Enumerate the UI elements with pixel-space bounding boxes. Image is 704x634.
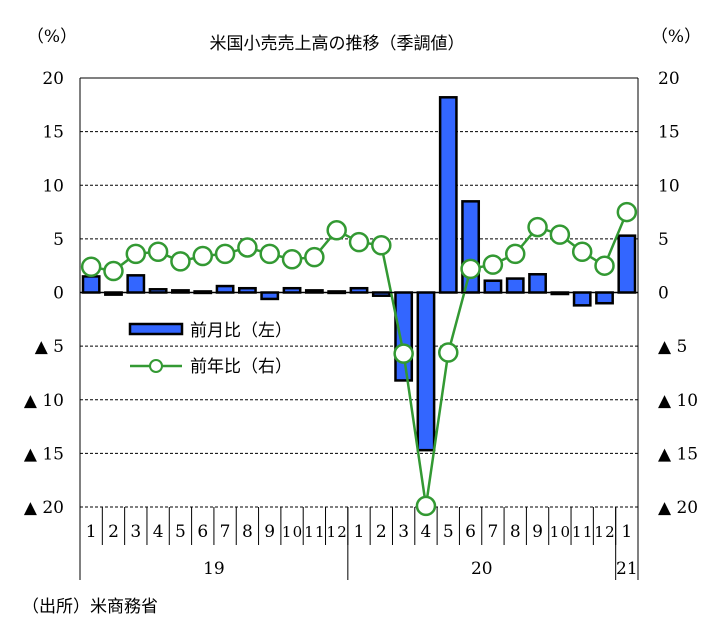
legend-bar-swatch [128, 322, 184, 336]
yoy-point [438, 342, 459, 363]
right-axis-unit: （%） [651, 27, 701, 47]
left-tick-label: 0 [53, 284, 64, 304]
right-tick-label: ▲ 5 [658, 337, 687, 357]
yoy-point [147, 241, 169, 262]
legend: 前月比（左） 前年比（右） [128, 321, 292, 377]
legend-line-marker [149, 359, 163, 373]
bar [438, 96, 458, 294]
month-label: 10 [282, 523, 302, 541]
right-tick-label: 15 [658, 123, 680, 143]
source-note: （出所）米商務省 [22, 597, 158, 617]
yoy-point [103, 260, 124, 282]
bar [126, 274, 146, 294]
left-tick-label: 10 [42, 176, 64, 196]
right-tick-label: ▲ 10 [658, 391, 698, 411]
bar [595, 291, 614, 305]
bar [528, 273, 547, 294]
left-tick-label: ▲ 15 [24, 444, 64, 464]
month-label: 4 [421, 522, 432, 542]
bar [215, 284, 235, 294]
yoy-point [460, 258, 481, 280]
month-label: 3 [398, 522, 409, 542]
yoy-point [571, 241, 593, 262]
month-label: 6 [197, 522, 208, 542]
bar [394, 291, 414, 382]
month-label: 2 [108, 522, 119, 542]
bar [617, 234, 637, 294]
yoy-point [616, 201, 638, 223]
right-tick-label: ▲ 15 [658, 444, 698, 464]
year-label: 20 [471, 559, 493, 579]
left-tick-label: ▲ 10 [24, 391, 64, 411]
month-label: 5 [443, 522, 454, 542]
yoy-point [326, 220, 347, 241]
bar [81, 275, 101, 294]
month-label: 4 [153, 522, 164, 542]
month-label: 2 [376, 522, 387, 542]
month-label: 12 [594, 523, 614, 541]
legend-bar-label: 前月比（左） [190, 321, 292, 341]
yoy-point [304, 246, 325, 268]
yoy-point [504, 243, 526, 265]
bar [483, 279, 503, 294]
yoy-point [482, 254, 504, 275]
bar [505, 277, 525, 294]
year-label: 19 [203, 559, 225, 579]
left-axis-unit: （%） [27, 27, 77, 47]
yoy-point [170, 251, 191, 272]
month-label: 3 [130, 522, 141, 542]
yoy-point [237, 237, 258, 258]
month-label: 9 [264, 522, 275, 542]
month-label: 6 [465, 522, 476, 542]
month-label: 1 [354, 522, 365, 542]
yoy-line [90, 211, 628, 507]
bar [572, 291, 592, 307]
yoy-point [214, 243, 236, 265]
left-tick-label: ▲ 20 [24, 498, 64, 518]
bar [416, 291, 436, 452]
month-label: 8 [242, 522, 253, 542]
chart-title: 米国小売売上高の推移（季調値） [210, 34, 465, 54]
month-label: 9 [532, 522, 543, 542]
yoy-point [594, 255, 615, 276]
legend-line-label: 前年比（右） [190, 357, 292, 377]
yoy-point [549, 224, 571, 245]
month-label: 5 [175, 522, 186, 542]
month-label: 1 [86, 522, 97, 542]
left-tick-label: 15 [42, 123, 64, 143]
right-tick-label: 0 [658, 284, 669, 304]
month-label: 7 [220, 522, 231, 542]
month-label: 10 [550, 523, 570, 541]
month-label: 12 [327, 523, 347, 541]
yoy-point [393, 343, 414, 364]
yoy-point [415, 495, 437, 517]
right-tick-label: 20 [658, 69, 680, 89]
yoy-point [259, 243, 280, 265]
bar [260, 291, 280, 301]
yoy-point [527, 216, 548, 238]
yoy-point [371, 235, 392, 256]
month-label: 11 [572, 523, 592, 541]
right-tick-label: 10 [658, 176, 680, 196]
month-label: 8 [510, 522, 521, 542]
month-label: 7 [488, 522, 499, 542]
yoy-point [80, 256, 102, 278]
yoy-point [125, 243, 147, 265]
month-label: 1 [621, 522, 632, 542]
month-label: 11 [304, 523, 324, 541]
left-tick-label: ▲ 5 [35, 337, 64, 357]
right-tick-label: 5 [658, 230, 669, 250]
left-tick-label: 20 [42, 69, 64, 89]
right-tick-label: ▲ 20 [658, 498, 698, 518]
year-label: 21 [616, 559, 638, 579]
yoy-point [348, 231, 370, 253]
yoy-point [192, 245, 214, 267]
yoy-point [281, 249, 303, 270]
left-tick-label: 5 [53, 230, 64, 250]
